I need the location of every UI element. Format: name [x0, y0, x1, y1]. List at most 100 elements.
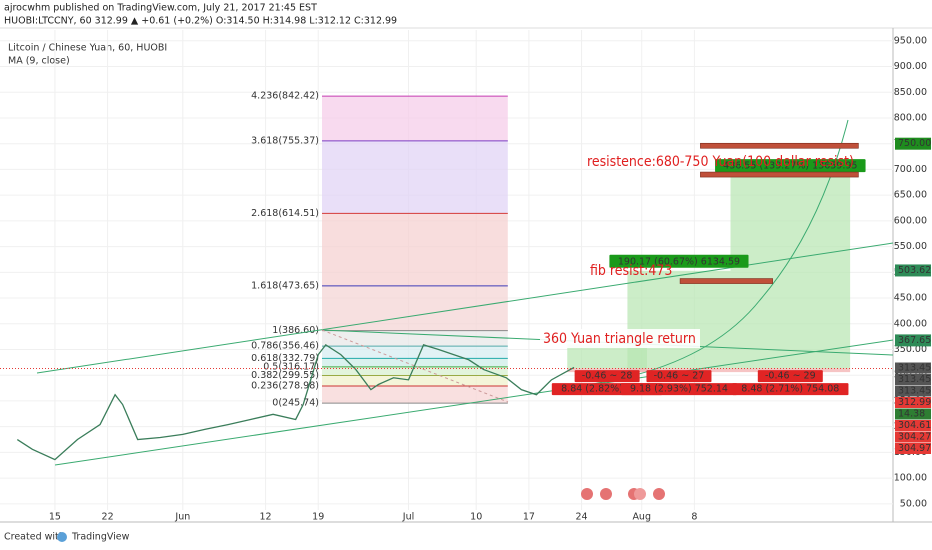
y-tick-label: 350.00	[894, 344, 927, 355]
loss-tag	[646, 370, 712, 383]
stack-tag-label: 313.45	[898, 386, 931, 397]
loss-label: -0.46 ~ 29	[765, 371, 816, 382]
chart-title: Litcoin / Chinese Yuan, 60, HUOBI	[8, 43, 167, 54]
fib-label: 2.618(614.51)	[251, 208, 319, 219]
y-tick-label: 650.00	[894, 190, 927, 201]
stack-tag	[895, 420, 931, 431]
loss-label: 8.48 (2.71%) 754.08	[741, 384, 839, 395]
y-tick-label: 950.00	[894, 35, 927, 46]
x-tick-label: Aug	[632, 512, 651, 523]
fib-label: 3.618(755.37)	[251, 135, 319, 146]
fib-label: 0.5(316.17)	[263, 361, 319, 372]
y-tick-label: 600.00	[894, 215, 927, 226]
fib-label: 0.786(356.46)	[251, 341, 319, 352]
y-tick-label: 450.00	[894, 293, 927, 304]
y-tick-label: 50.00	[900, 498, 927, 509]
y-tick-label: 700.00	[894, 164, 927, 175]
fib-label: 0(245.74)	[272, 398, 319, 409]
upper-channel	[36, 242, 894, 374]
stack-tag-label: 304.27	[898, 432, 931, 443]
profit-label: 190.17 (60.67%) 6134.59	[618, 256, 740, 267]
x-tick-label: Jun	[174, 512, 190, 523]
stack-tag-label: 304.61	[898, 420, 931, 431]
logo	[57, 532, 67, 542]
x-tick-label: 22	[102, 512, 114, 523]
x-tick-label: 24	[575, 512, 587, 523]
publisher: ajrocwhm published on TradingView.com, J…	[4, 3, 317, 14]
fib-band	[321, 346, 508, 359]
y-tick-label: 900.00	[894, 61, 927, 72]
stack-tag-label: 312.99	[898, 397, 931, 408]
indicator: MA (9, close)	[8, 56, 70, 67]
annotation-bg	[540, 329, 700, 348]
stack-tag	[895, 443, 931, 454]
fib-band	[321, 140, 508, 214]
stack-tag	[895, 385, 931, 397]
x-tick-label: Jul	[402, 512, 414, 523]
price-tag	[895, 334, 931, 347]
fib-label: 1(386.60)	[272, 325, 319, 336]
profit-tag	[715, 159, 866, 173]
fib-band	[321, 366, 508, 376]
fib-band	[321, 285, 508, 331]
x-tick-label: 12	[260, 512, 272, 523]
profit-zone	[730, 175, 851, 369]
profit-tag	[609, 254, 749, 268]
fib-band	[321, 358, 508, 367]
loss-label: -0.46 ~ 27	[654, 371, 705, 382]
stack-tag	[895, 374, 931, 385]
stack-tag	[895, 362, 931, 374]
price-tag-label: 750.00	[898, 138, 931, 149]
footer-brand: TradingView	[71, 532, 130, 543]
y-tick-label: 400.00	[894, 318, 927, 329]
fib-label: 4.236(842.42)	[251, 91, 319, 102]
price	[16, 343, 575, 461]
price-tag	[895, 137, 931, 150]
x-tick-label: 15	[49, 512, 61, 523]
stack-tag	[895, 397, 931, 408]
fib-band	[321, 330, 508, 347]
loss-tag	[732, 383, 849, 396]
lower-channel	[54, 339, 894, 466]
overlays: -0.46 ~ 28 8.84 (2.82%) 752.4 190.17 (60.6…	[0, 137, 931, 454]
x-tick-label: 17	[523, 512, 535, 523]
loss-label: 8.84 (2.82%) 752.4	[561, 384, 653, 395]
profit-label: 436.55 (139.27%) 13659.95	[723, 161, 857, 172]
annotation: fib resist:473	[590, 263, 672, 279]
annotation: 360 Yuan triangle return	[543, 331, 696, 347]
fib-label: 0.236(278.98)	[251, 381, 319, 392]
stack-tag-label: 313.45	[898, 374, 931, 385]
stack-tag	[895, 408, 931, 420]
y-tick-label: 850.00	[894, 87, 927, 98]
price-tag-label: 367.65	[898, 335, 931, 346]
stack-tag-label: 14.38	[898, 409, 925, 420]
resistance-bar	[679, 278, 773, 284]
price-tag-label: 503.62	[898, 265, 931, 276]
profit-zone	[627, 270, 731, 369]
quote: HUOBI:LTCCNY, 60 312.99 ▲ +0.61 (+0.2%) …	[4, 16, 397, 27]
loss-label: 9.18 (2.93%) 752.14	[630, 384, 728, 395]
stack-tag-label: 304.97	[898, 443, 931, 454]
price-line	[16, 343, 575, 461]
resistance-bar	[700, 171, 859, 178]
y-tick-label: 100.00	[894, 473, 927, 484]
fib-retracement: 4.236(842.42) 3.618(755.37) 2.618(614.51) 1…	[251, 91, 508, 409]
fib-band	[321, 375, 508, 387]
fib-label: 0.618(332.79)	[251, 353, 319, 364]
positions	[567, 175, 851, 373]
resistance-bar	[700, 142, 859, 149]
loss-tag	[757, 370, 823, 383]
stack-tag	[895, 431, 931, 443]
fib-label: 1.618(473.65)	[251, 280, 319, 291]
fib-band	[321, 96, 508, 141]
x-tick-label: 8	[691, 512, 697, 523]
annotation: resistence:680-750 Yuan(100 dollar resis…	[587, 154, 854, 170]
loss-label: -0.46 ~ 28	[582, 371, 633, 382]
fib-band	[321, 213, 508, 286]
x-tick-label: 10	[470, 512, 482, 523]
x-tick-label: 19	[312, 512, 324, 523]
stack-tag-label: 313.45	[898, 363, 931, 374]
footer-created: Created with	[4, 532, 65, 543]
fib-band	[321, 386, 508, 404]
